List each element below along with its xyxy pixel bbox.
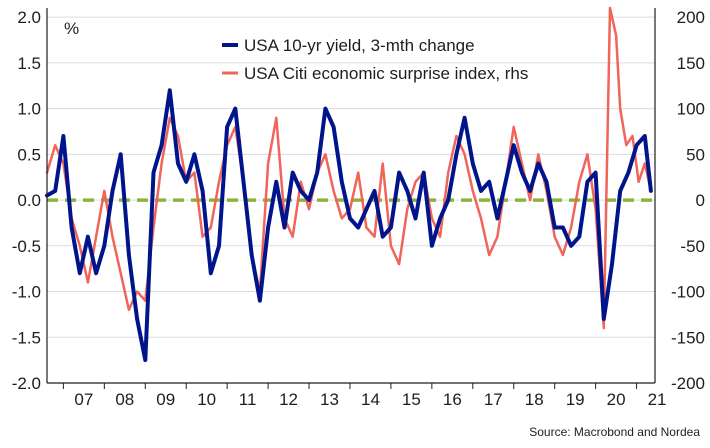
x-tick-label: 15 — [402, 390, 421, 409]
y-left-tick-label: 1.5 — [17, 54, 41, 73]
y-axis-right-ticks: 200 150 100 50 0 -50 -100 -150 -200 — [671, 8, 705, 393]
series-line-yield — [45, 88, 653, 363]
x-tick-label: 13 — [320, 390, 339, 409]
y-right-tick-label: 150 — [677, 54, 705, 73]
y-left-tick-label: -0.5 — [12, 237, 41, 256]
y-right-tick-label: -100 — [671, 283, 705, 302]
x-tick-label: 17 — [484, 390, 503, 409]
x-tick-label: 19 — [566, 390, 585, 409]
legend-label: USA 10-yr yield, 3-mth change — [244, 36, 475, 55]
x-tick-label: 20 — [607, 390, 626, 409]
y-right-tick-label: -50 — [680, 237, 705, 256]
series-line-surprise — [45, 6, 653, 330]
legend-label: USA Citi economic surprise index, rhs — [244, 64, 528, 83]
x-tick-label: 12 — [279, 390, 298, 409]
x-tick-label: 11 — [239, 390, 257, 409]
source-note: Source: Macrobond and Nordea — [529, 425, 700, 439]
x-tick-label: 21 — [648, 390, 667, 409]
y-left-tick-label: 0.0 — [17, 191, 41, 210]
y-right-tick-label: -150 — [671, 328, 705, 347]
y-left-tick-label: -1.5 — [12, 328, 41, 347]
x-tick-label: 14 — [361, 390, 380, 409]
x-axis-ticks: 07 08 09 10 11 12 13 14 15 16 17 18 19 20 21 — [62, 383, 667, 409]
y-left-tick-label: 0.5 — [17, 145, 41, 164]
y-right-tick-label: 100 — [677, 100, 705, 119]
x-tick-label: 08 — [115, 390, 134, 409]
x-tick-label: 09 — [156, 390, 175, 409]
x-tick-label: 07 — [74, 390, 93, 409]
y-axis-left-ticks: 2.0 1.5 1.0 0.5 0.0 -0.5 -1.0 -1.5 -2.0 — [12, 8, 41, 393]
y-left-tick-label: -2.0 — [12, 374, 41, 393]
y-right-tick-label: 200 — [677, 8, 705, 27]
y-left-tick-label: 1.0 — [17, 100, 41, 119]
x-tick-label: 10 — [197, 390, 216, 409]
legend: USA 10-yr yield, 3-mth change USA Citi ec… — [222, 36, 528, 83]
series-layer — [45, 6, 653, 363]
y-right-tick-label: 50 — [686, 145, 705, 164]
x-tick-label: 18 — [525, 390, 544, 409]
axes — [46, 8, 656, 384]
y-right-tick-label: -200 — [671, 374, 705, 393]
x-tick-label: 16 — [443, 390, 462, 409]
unit-label: % — [64, 19, 79, 38]
y-left-tick-label: -1.0 — [12, 283, 41, 302]
y-left-tick-label: 2.0 — [17, 8, 41, 27]
y-right-tick-label: 0 — [696, 191, 705, 210]
